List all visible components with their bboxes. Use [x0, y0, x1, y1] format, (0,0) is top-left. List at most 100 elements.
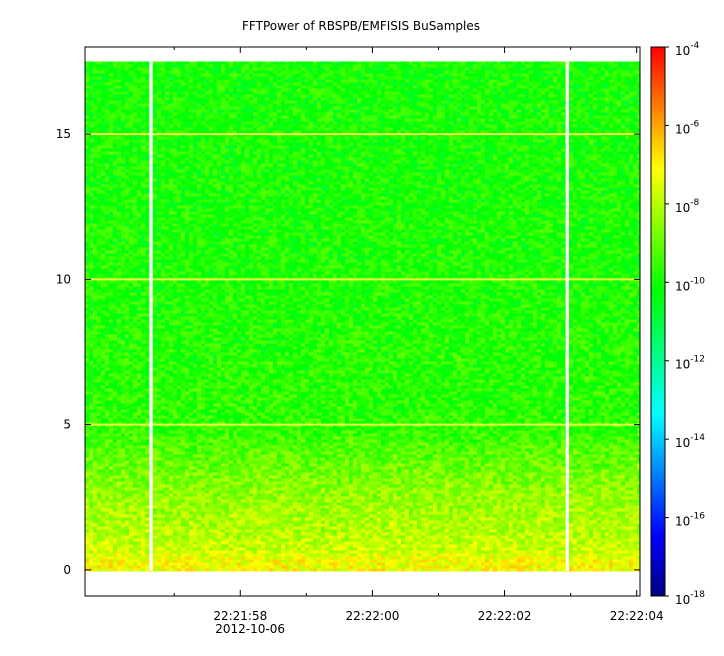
heatmap-cell [285, 154, 289, 158]
heatmap-cell [369, 97, 373, 101]
heatmap-cell [365, 85, 369, 89]
heatmap-cell [209, 91, 213, 95]
heatmap-cell [329, 88, 333, 92]
heatmap-cell [221, 106, 225, 110]
heatmap-cell [177, 82, 181, 86]
heatmap-cell [477, 127, 481, 131]
heatmap-cell [629, 130, 633, 134]
heatmap-cell [417, 70, 421, 74]
heatmap-cell [473, 100, 477, 104]
heatmap-cell [189, 130, 193, 134]
heatmap-cell [337, 124, 341, 128]
heatmap-cell [277, 112, 281, 116]
heatmap-cell [421, 157, 425, 161]
heatmap-cell [557, 106, 561, 110]
heatmap-cell [617, 73, 621, 77]
heatmap-cell [317, 163, 321, 167]
heatmap-cell [313, 142, 317, 146]
heatmap-cell [461, 145, 465, 149]
heatmap-cell [625, 151, 629, 155]
heatmap-cell [117, 118, 121, 122]
heatmap-cell [237, 139, 241, 143]
heatmap-cell [489, 91, 493, 95]
heatmap-cell [93, 142, 97, 146]
heatmap-cell [501, 94, 505, 98]
heatmap-cell [481, 112, 485, 116]
heatmap-cell [489, 97, 493, 101]
heatmap-cell [389, 112, 393, 116]
heatmap-cell [145, 100, 149, 104]
heatmap-cell [377, 121, 381, 125]
heatmap-cell [625, 145, 629, 149]
heatmap-cell [397, 73, 401, 77]
heatmap-cell [541, 112, 545, 116]
heatmap-cell [109, 124, 113, 128]
heatmap-cell [197, 130, 201, 134]
heatmap-cell [161, 100, 165, 104]
heatmap-cell [437, 64, 441, 68]
heatmap-cell [181, 142, 185, 146]
heatmap-cell [161, 64, 165, 68]
heatmap-cell [429, 127, 433, 131]
heatmap-cell [637, 79, 640, 83]
heatmap-cell [381, 67, 385, 71]
heatmap-cell [545, 106, 549, 110]
heatmap-cell [109, 163, 113, 167]
heatmap-cell [501, 163, 505, 167]
heatmap-cell [421, 127, 425, 131]
heatmap-cell [545, 142, 549, 146]
heatmap-cell [457, 109, 461, 113]
heatmap-cell [481, 103, 485, 107]
heatmap-cell [105, 85, 109, 89]
heatmap-cell [409, 67, 413, 71]
heatmap-cell [201, 151, 205, 155]
heatmap-cell [589, 64, 593, 68]
heatmap-cell [517, 151, 521, 155]
heatmap-cell [241, 85, 245, 89]
heatmap-cell [249, 151, 253, 155]
heatmap-cell [373, 82, 377, 86]
heatmap-cell [461, 61, 465, 65]
heatmap-cell [185, 94, 189, 98]
heatmap-cell [145, 112, 149, 116]
heatmap-cell [249, 100, 253, 104]
heatmap-cell [505, 130, 509, 134]
heatmap-cell [373, 109, 377, 113]
heatmap-cell [461, 64, 465, 68]
heatmap-cell [349, 115, 353, 119]
heatmap-cell [425, 121, 429, 125]
heatmap-cell [353, 163, 357, 167]
heatmap-cell [549, 61, 553, 65]
heatmap-cell [549, 88, 553, 92]
heatmap-cell [381, 88, 385, 92]
heatmap-cell [409, 100, 413, 104]
heatmap-cell [437, 118, 441, 122]
heatmap-cell [453, 88, 457, 92]
heatmap-cell [417, 139, 421, 143]
heatmap-cell [165, 124, 169, 128]
heatmap-cell [329, 79, 333, 83]
heatmap-cell [101, 142, 105, 146]
heatmap-cell [237, 94, 241, 98]
heatmap-cell [557, 148, 561, 152]
heatmap-cell [497, 94, 501, 98]
heatmap-cell [605, 100, 609, 104]
heatmap-cell [113, 67, 117, 71]
heatmap-cell [253, 148, 257, 152]
heatmap-cell [569, 124, 573, 128]
heatmap-cell [329, 103, 333, 107]
heatmap-cell [225, 136, 229, 140]
heatmap-cell [497, 142, 501, 146]
heatmap-cell [329, 139, 333, 143]
heatmap-cell [113, 112, 117, 116]
heatmap-cell [441, 148, 445, 152]
heatmap-cell [437, 106, 441, 110]
heatmap-cell [437, 157, 441, 161]
heatmap-cell [361, 94, 365, 98]
heatmap-cell [89, 88, 93, 92]
heatmap-cell [437, 127, 441, 131]
heatmap-cell [557, 100, 561, 104]
heatmap-cell [513, 151, 517, 155]
heatmap-cell [241, 94, 245, 98]
heatmap-cell [353, 115, 357, 119]
